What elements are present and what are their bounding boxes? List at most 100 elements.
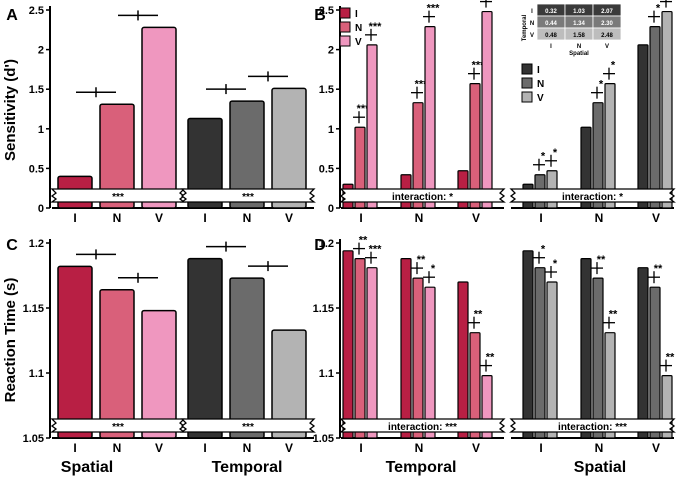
panel-d-bar-spatial-i-i <box>522 250 534 439</box>
panel-b-bar-temporal-i-n <box>354 126 366 209</box>
panel-b-bar-temporal-n-n <box>412 102 424 209</box>
panel-letter-d: D <box>314 237 326 254</box>
panel-c-bar-spatial-v <box>141 309 177 439</box>
panel-c-main-effect-0: *** <box>50 418 186 433</box>
panel-b-legend-temporal-label-1: N <box>537 79 544 90</box>
panel-d-sig-stars-1-1-1: ** <box>597 254 606 266</box>
panel-a-ytick-label-2: 1 <box>38 124 44 136</box>
panel-a-xtick-temporal-0: I <box>203 211 206 225</box>
panel-d-ytick-label-1: 1.1 <box>319 368 334 380</box>
x-title-spatial: Spatial <box>61 459 113 476</box>
panel-b-ytick-label-4: 2 <box>328 45 334 57</box>
panel-c-ytick-label-2: 1.15 <box>23 303 44 315</box>
panel-b-ytick-label-5: 2.5 <box>319 5 334 17</box>
panel-d-bar-spatial-v-n <box>649 286 661 439</box>
panel-d-bar-spatial-i-n <box>534 267 546 439</box>
panel-d-sig-stars-0-0-2: *** <box>369 244 383 256</box>
panel-b-xtick-0-2: V <box>472 211 480 225</box>
panel-d-sig-stars-1-2-2: ** <box>666 352 675 364</box>
panel-d-bar-spatial-n-n <box>592 277 604 439</box>
panel-letter-a: A <box>6 7 18 24</box>
panel-b-sig-stars-1-1-1: * <box>599 79 604 91</box>
panel-b-legend-temporal-swatch-1 <box>521 77 533 89</box>
panel-b-interaction-1: interaction: * <box>509 188 676 203</box>
inset-col-label-0: I <box>550 44 552 50</box>
panel-a-xtick-spatial-1: N <box>113 211 122 225</box>
panel-b-sig-stars-0-1-2: *** <box>427 3 441 15</box>
panel-a-bar-spatial-v <box>141 26 177 209</box>
panel-d-sig-stars-0-2-1: ** <box>474 309 483 321</box>
panel-a-ytick-label-0: 0 <box>38 203 44 215</box>
inset-value-1-1: 1.34 <box>573 21 585 27</box>
panel-b-bar-spatial-v-i <box>637 44 649 209</box>
panel-b-legend-temporal-swatch-0 <box>521 63 533 75</box>
panel-c-bar-spatial-n <box>99 289 135 439</box>
y-axis-title-sensitivity: Sensitivity (d') <box>2 59 19 161</box>
panel-a-bar-temporal-n <box>229 100 265 209</box>
panel-b-xtick-1-2: V <box>652 211 660 225</box>
panel-b-ytick-label-0: 0 <box>328 203 334 215</box>
panel-c-xtick-spatial-1: N <box>113 441 122 455</box>
inset-row-label-2: V <box>530 33 534 39</box>
panel-d-ytick-label-3: 1.2 <box>319 238 334 250</box>
panel-b-legend-spatial-label-2: V <box>355 37 362 48</box>
panel-b-legend-spatial-label-1: N <box>355 23 362 34</box>
panel-c-ytick-label-0: 1.05 <box>23 433 44 445</box>
panel-d-bar-spatial-n-v <box>604 332 616 439</box>
inset-value-0-1: 1.03 <box>573 9 585 15</box>
panel-c-xtick-temporal-0: I <box>203 441 206 455</box>
panel-c-xtick-spatial-0: I <box>73 441 76 455</box>
panel-b-sig-stars-1-0-1: * <box>541 151 546 163</box>
panel-d-xtick-0-0: I <box>359 441 362 455</box>
panel-d-xtick-0-1: N <box>415 441 424 455</box>
panel-b-ytick-label-3: 1.5 <box>319 84 334 96</box>
panel-c-xtick-spatial-2: V <box>155 441 163 455</box>
panel-b-xtick-0-1: N <box>415 211 424 225</box>
panel-b-legend-temporal-label-2: V <box>537 93 544 104</box>
inset-row-label-1: N <box>530 21 534 27</box>
panel-b-xtick-1-0: I <box>539 211 542 225</box>
panel-d-bar-spatial-i-v <box>546 281 558 439</box>
panel-d-sig-stars-0-1-1: ** <box>417 254 426 266</box>
panel-d-sig-stars-1-0-1: * <box>541 244 546 256</box>
inset-value-2-0: 0.48 <box>545 33 557 39</box>
panel-a-bar-temporal-v <box>271 87 307 209</box>
inset-row-title: Temporal <box>522 14 528 41</box>
panel-d-xtick-1-1: N <box>595 441 604 455</box>
panel-d-bar-temporal-i-v <box>366 267 378 439</box>
panel-a-bar-spatial-n <box>99 103 135 209</box>
panel-d-interaction-0-band <box>339 418 506 433</box>
panel-b-ytick-label-1: 0.5 <box>319 163 334 175</box>
panel-b-interaction-0: interaction: * <box>339 188 506 203</box>
panel-b-bar-spatial-n-n <box>592 102 604 209</box>
inset-col-label-1: N <box>577 44 581 50</box>
panel-b-bar-temporal-n-v <box>424 26 436 209</box>
panel-b-bar-temporal-i-v <box>366 44 378 209</box>
panel-d-bar-temporal-v-n <box>469 332 481 439</box>
panel-b-interaction-1-label: interaction: * <box>562 192 623 203</box>
panel-b-legend-spatial-label-0: I <box>355 9 358 20</box>
panel-c-xtick-temporal-1: N <box>243 441 252 455</box>
panel-c-main-effect-1-band <box>180 418 316 433</box>
panel-b-ytick-label-2: 1 <box>328 124 334 136</box>
panel-d-bar-temporal-n-n <box>412 277 424 439</box>
panel-b-bar-temporal-v-n <box>469 83 481 209</box>
panel-a-xtick-spatial-0: I <box>73 211 76 225</box>
panel-d-interaction-1-band <box>509 418 676 433</box>
panel-d-xtick-1-2: V <box>652 441 660 455</box>
inset-cell-2-2 <box>592 27 622 41</box>
panel-b-xtick-0-0: I <box>359 211 362 225</box>
inset-row-label-0: I <box>531 9 533 15</box>
panel-a-ytick-label-5: 2.5 <box>29 5 44 17</box>
panel-c-bar-temporal-i <box>187 257 223 439</box>
panel-a-main-effect-1: *** <box>180 188 316 203</box>
panel-c-bar-temporal-v <box>271 329 307 439</box>
x-title-spatial-d: Spatial <box>574 459 626 476</box>
panel-b-xtick-1-1: N <box>595 211 604 225</box>
panel-d-ytick-label-0: 1.05 <box>313 433 334 445</box>
panel-a-main-effect-1-band <box>180 188 316 203</box>
panel-b-legend-temporal-label-0: I <box>537 65 540 76</box>
panel-c-main-effect-1: *** <box>180 418 316 433</box>
panel-b-bar-spatial-v-v <box>661 10 673 209</box>
